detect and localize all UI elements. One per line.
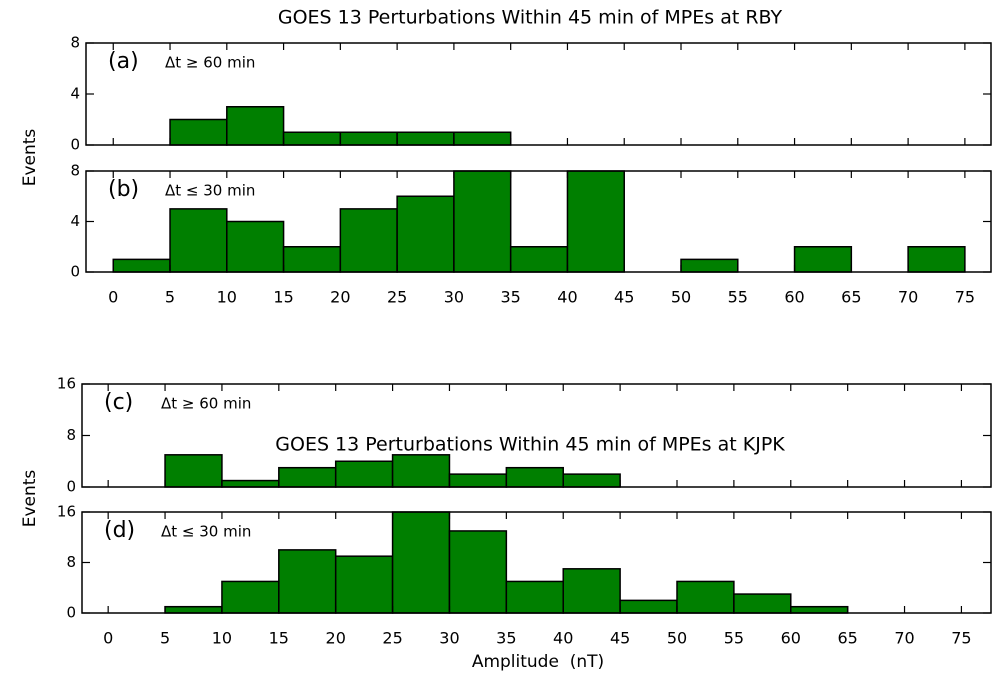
x-tick-label: 30	[439, 629, 459, 648]
y-tick-label: 0	[70, 263, 80, 281]
x-tick-label: 5	[160, 629, 170, 648]
bar	[396, 131, 455, 146]
annotation: Δt ≥ 60 min	[165, 54, 255, 72]
x-tick-label: 35	[501, 288, 521, 307]
bar	[334, 555, 394, 614]
x-tick-label: 25	[382, 629, 402, 648]
bar	[562, 568, 621, 614]
bar	[793, 246, 853, 273]
chart-title: GOES 13 Perturbations Within 45 min of M…	[278, 7, 783, 29]
x-tick-label: 30	[444, 288, 464, 307]
bar	[164, 454, 223, 488]
y-tick-label: 8	[70, 162, 80, 180]
x-tick-label: 10	[212, 629, 232, 648]
bar	[505, 466, 564, 488]
bar	[282, 246, 342, 273]
y-tick-label: 4	[70, 85, 80, 103]
bar	[339, 208, 398, 273]
bar	[278, 549, 337, 614]
annotation: Δt ≤ 30 min	[165, 182, 255, 200]
x-tick-label: 20	[326, 629, 346, 648]
bar	[164, 605, 223, 614]
x-tick-label: 45	[614, 288, 634, 307]
bar	[391, 511, 451, 614]
x-tick-label: 60	[781, 629, 801, 648]
chart-title: GOES 13 Perturbations Within 45 min of M…	[275, 434, 785, 456]
bar	[334, 460, 394, 488]
bar	[509, 246, 569, 273]
bar	[505, 580, 564, 614]
bar	[282, 131, 342, 146]
x-tick-label: 45	[610, 629, 630, 648]
x-tick-label: 60	[784, 288, 804, 307]
bar	[448, 473, 508, 488]
x-tick-label: 25	[387, 288, 407, 307]
x-tick-label: 0	[103, 629, 113, 648]
panel-label: (a)	[108, 49, 139, 74]
bar	[112, 258, 171, 273]
x-tick-label: 40	[557, 288, 577, 307]
x-tick-label: 50	[667, 629, 687, 648]
y-axis-label: Events	[20, 470, 40, 528]
bar	[453, 170, 512, 273]
bar	[676, 580, 735, 614]
y-tick-label: 0	[66, 478, 76, 496]
bar	[278, 466, 337, 488]
y-tick-label: 0	[70, 136, 80, 154]
x-tick-label: 65	[841, 288, 861, 307]
x-tick-label: 5	[165, 288, 175, 307]
y-tick-label: 8	[66, 553, 76, 571]
bar	[453, 131, 512, 146]
bar	[169, 208, 228, 273]
bar	[566, 170, 625, 273]
bar	[733, 593, 792, 614]
bar	[226, 220, 285, 273]
bar	[221, 580, 280, 614]
bar	[396, 195, 455, 273]
annotation: Δt ≤ 30 min	[161, 523, 251, 541]
bar	[907, 246, 966, 273]
x-tick-label: 55	[728, 288, 748, 307]
annotation: Δt ≥ 60 min	[161, 395, 251, 413]
bar	[391, 454, 451, 488]
y-tick-label: 16	[57, 503, 76, 521]
x-tick-label: 20	[330, 288, 350, 307]
x-tick-label: 40	[553, 629, 573, 648]
bar	[226, 106, 285, 146]
y-tick-label: 0	[66, 604, 76, 622]
bar	[448, 530, 508, 614]
x-tick-label: 55	[724, 629, 744, 648]
x-tick-label: 50	[671, 288, 691, 307]
bar	[562, 473, 621, 488]
panel-label: (c)	[104, 390, 133, 415]
x-tick-label: 65	[837, 629, 857, 648]
x-axis-label: Amplitude (nT)	[472, 652, 604, 672]
x-tick-label: 75	[955, 288, 975, 307]
x-tick-label: 35	[496, 629, 516, 648]
y-tick-label: 8	[70, 34, 80, 52]
bar	[221, 479, 280, 488]
x-tick-label: 70	[898, 288, 918, 307]
x-tick-label: 75	[951, 629, 971, 648]
y-axis-label: Events	[20, 129, 40, 187]
x-tick-label: 15	[269, 629, 289, 648]
x-tick-label: 70	[894, 629, 914, 648]
panel-label: (d)	[104, 518, 135, 543]
y-tick-label: 8	[66, 426, 76, 444]
bar	[339, 131, 398, 146]
y-tick-label: 4	[70, 212, 80, 230]
panel-label: (b)	[108, 177, 139, 202]
bar	[169, 118, 228, 146]
bar	[680, 258, 739, 273]
x-tick-label: 15	[273, 288, 293, 307]
bar	[790, 605, 849, 614]
y-tick-label: 16	[57, 375, 76, 393]
bar	[619, 599, 678, 614]
x-tick-label: 0	[108, 288, 118, 307]
x-tick-label: 10	[217, 288, 237, 307]
